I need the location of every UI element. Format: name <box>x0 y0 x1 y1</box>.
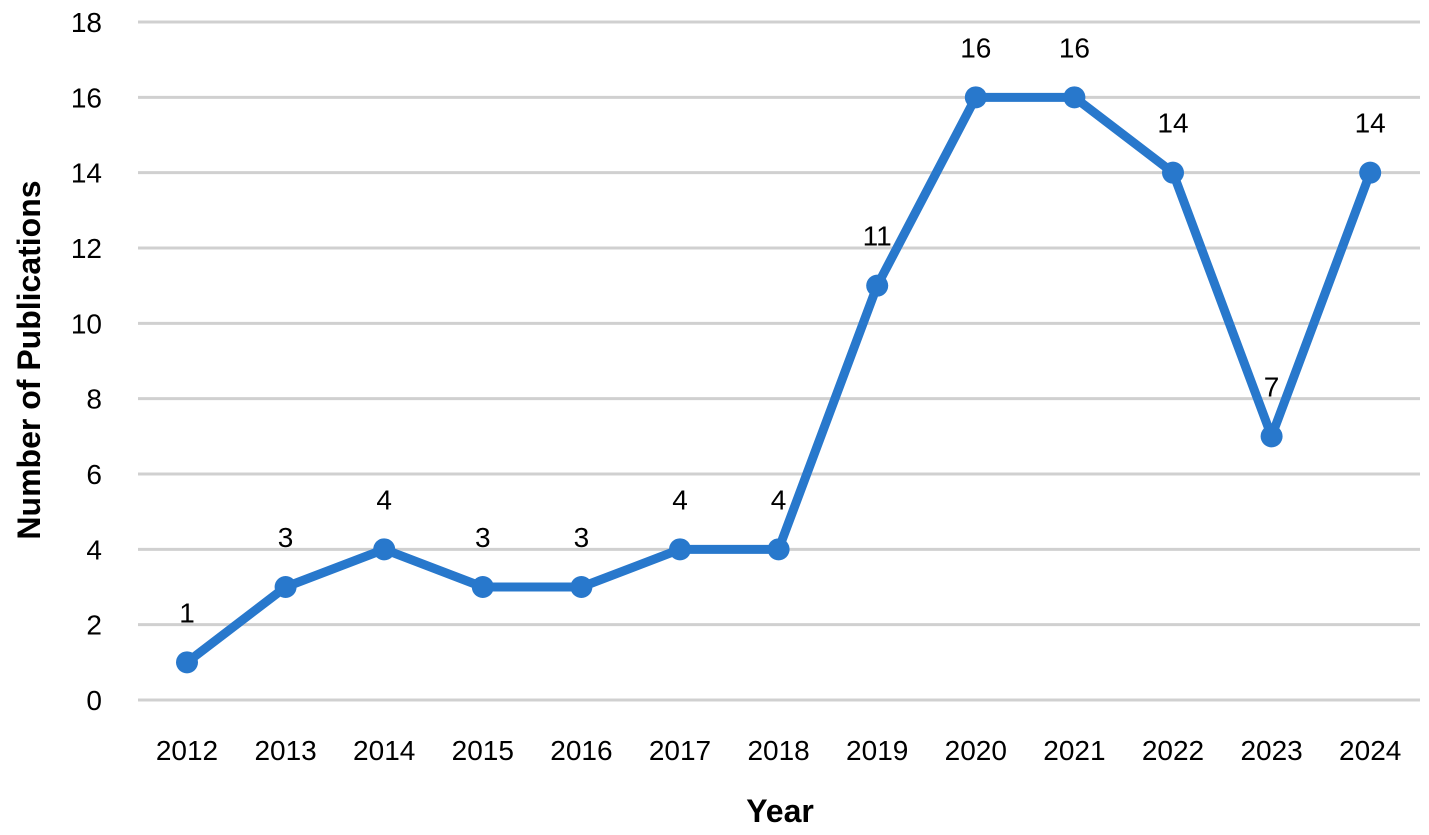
data-label: 1 <box>179 597 195 628</box>
data-label: 16 <box>1059 32 1090 63</box>
y-tick-label: 12 <box>71 233 102 264</box>
y-tick-label: 18 <box>71 7 102 38</box>
x-tick-label: 2014 <box>353 735 415 766</box>
data-label: 3 <box>475 522 491 553</box>
x-tick-label: 2017 <box>649 735 711 766</box>
y-axis-ticks: 0 2 4 6 8 10 12 14 16 18 <box>71 7 102 716</box>
y-tick-label: 6 <box>86 459 102 490</box>
data-label: 7 <box>1264 371 1280 402</box>
y-tick-label: 14 <box>71 158 102 189</box>
data-point <box>669 538 691 561</box>
data-point <box>373 538 396 561</box>
gridlines <box>138 20 1420 702</box>
x-tick-label: 2020 <box>945 735 1007 766</box>
x-tick-label: 2024 <box>1339 735 1401 766</box>
x-tick-label: 2016 <box>550 735 612 766</box>
data-label: 16 <box>960 32 991 63</box>
data-point <box>1162 161 1184 184</box>
series-line-group <box>176 86 1382 674</box>
data-label: 4 <box>672 484 688 515</box>
x-tick-label: 2022 <box>1142 735 1204 766</box>
data-point <box>767 538 790 561</box>
data-label: 14 <box>1157 108 1188 139</box>
data-point <box>964 86 987 109</box>
data-label: 14 <box>1355 108 1386 139</box>
data-point <box>1063 86 1086 109</box>
y-tick-label: 4 <box>86 534 102 565</box>
data-label: 4 <box>771 484 787 515</box>
data-point <box>274 576 297 598</box>
x-tick-label: 2018 <box>747 735 809 766</box>
data-point <box>866 274 889 297</box>
data-labels: 1 3 4 3 3 4 4 11 16 16 14 7 14 <box>179 32 1386 628</box>
x-tick-label: 2023 <box>1240 735 1302 766</box>
x-tick-label: 2021 <box>1043 735 1105 766</box>
y-tick-label: 2 <box>86 610 102 641</box>
data-label: 3 <box>278 522 294 553</box>
x-tick-label: 2015 <box>452 735 514 766</box>
x-tick-label: 2013 <box>254 735 316 766</box>
x-tick-label: 2012 <box>156 735 218 766</box>
y-tick-label: 8 <box>86 384 102 415</box>
y-tick-label: 16 <box>71 82 102 113</box>
data-point <box>1260 425 1283 448</box>
data-point <box>176 651 198 674</box>
data-point <box>570 576 593 598</box>
series-line <box>182 92 1375 667</box>
x-tick-label: 2019 <box>846 735 908 766</box>
y-tick-label: 0 <box>86 685 102 716</box>
data-label: 4 <box>376 484 392 515</box>
data-label: 11 <box>863 221 892 252</box>
y-axis-title: Number of Publications <box>11 180 47 539</box>
data-point <box>471 576 494 598</box>
x-axis-title: Year <box>746 793 814 829</box>
y-tick-label: 10 <box>71 308 102 339</box>
x-axis-ticks: 2012 2013 2014 2015 2016 2017 2018 2019 2020 2021… <box>156 735 1401 766</box>
data-label: 3 <box>574 522 590 553</box>
data-point <box>1359 161 1382 184</box>
